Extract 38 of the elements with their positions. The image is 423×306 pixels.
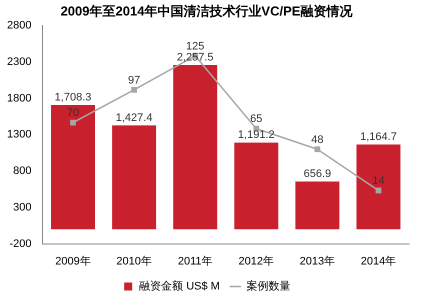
point	[314, 146, 320, 152]
y-tick-label: -200	[9, 238, 32, 250]
data-label: 65	[250, 113, 262, 126]
data-label: 1,708.3	[54, 92, 92, 104]
bar	[234, 142, 278, 230]
data-label: 1,191.2	[238, 129, 275, 142]
y-tick-label: 1300	[6, 128, 32, 141]
data-label: 48	[311, 134, 324, 146]
x-tick-label: 2013年	[300, 255, 336, 268]
bar	[112, 125, 156, 230]
chart-title: 2009年至2014年中国清洁技术行业VC/PE融资情况	[60, 3, 354, 18]
bar	[51, 105, 96, 230]
point	[70, 120, 76, 126]
x-tick-label: 2012年	[238, 255, 274, 268]
point	[376, 188, 382, 194]
y-tick-label: 800	[13, 165, 32, 178]
data-label: 14	[372, 174, 385, 187]
data-label: 70	[66, 107, 80, 120]
y-tick-label: 300	[13, 201, 32, 214]
bar	[295, 181, 340, 230]
data-label: 125	[186, 40, 204, 52]
y-tick-label: 2300	[6, 56, 32, 68]
x-tick-label: 2009年	[55, 255, 91, 268]
x-tick-label: 2014年	[360, 255, 396, 268]
data-label: 2,257.5	[176, 52, 214, 64]
legend-label: 融资金额 US$ M	[139, 280, 220, 293]
point	[131, 86, 137, 93]
legend-label: 案例数量	[246, 280, 290, 293]
bar	[173, 65, 218, 230]
bar	[356, 144, 400, 230]
data-label: 97	[128, 74, 140, 86]
data-label: 656.9	[304, 168, 332, 180]
data-label: 1,164.7	[360, 131, 397, 144]
x-tick-label: 2010年	[116, 255, 152, 268]
x-tick-label: 2011年	[178, 255, 213, 268]
y-tick-label: 1800	[6, 92, 32, 104]
data-label: 1,427.4	[116, 112, 152, 124]
y-tick-label: 2800	[6, 20, 32, 32]
